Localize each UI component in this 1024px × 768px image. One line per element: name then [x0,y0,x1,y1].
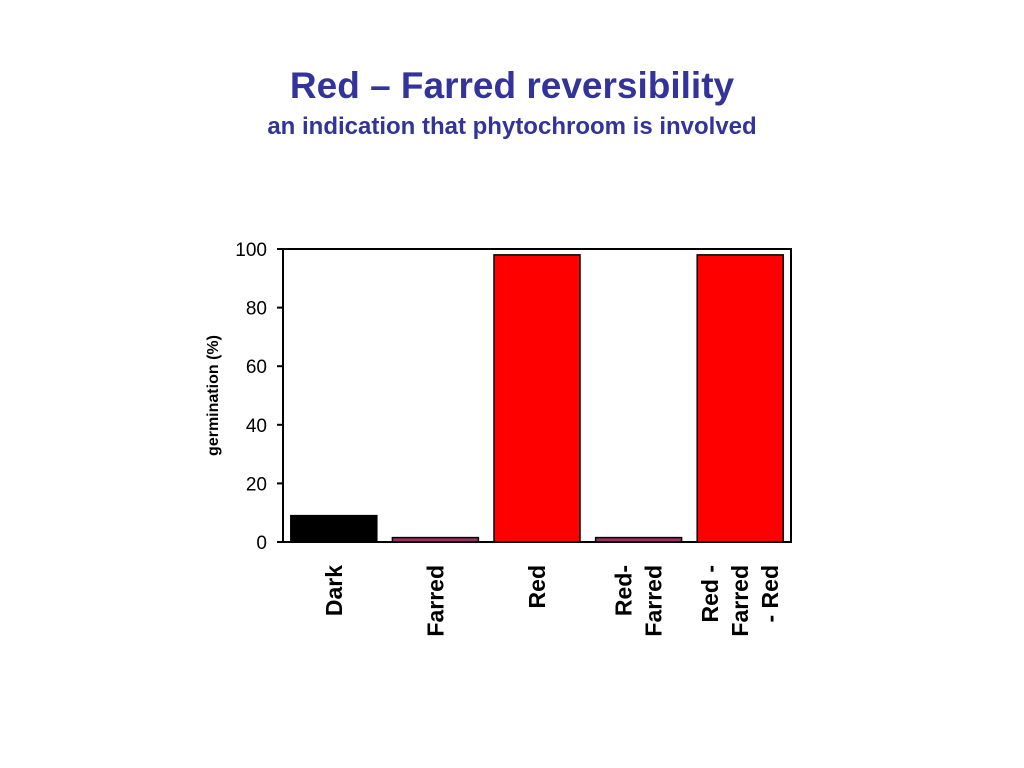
bar-red-farred [594,536,683,543]
x-category-label-line: Farred [727,565,753,637]
slide-title: Red – Farred reversibility [289,65,735,106]
x-category-label: Red- Farred [611,565,667,637]
y-tick-label: 0 [256,533,267,554]
x-category-label: Red - Farred - Red [697,565,783,637]
x-category-label-line: Dark [321,565,347,616]
x-category-label: Red [524,565,550,608]
slide-subtitle: an indication that phytochroom is involv… [267,113,757,140]
y-tick-label: 100 [235,240,267,261]
bar-dark [290,514,378,543]
x-category-label-line: Red - [697,565,723,623]
y-tick-label: 20 [246,474,267,495]
x-category-label-line: Farred [641,565,667,637]
y-tick-label: 40 [246,416,267,437]
bar-red-farred-red [696,254,784,543]
x-category-label-line: Farred [422,565,448,637]
y-tick-label: 80 [246,299,267,320]
bar-farred [391,536,480,543]
x-category-label: Dark [321,565,347,616]
x-category-label-line: Red [524,565,550,608]
y-tick-label: 60 [246,357,267,378]
x-category-label: Farred [422,565,448,637]
bar-red [493,254,581,543]
y-axis-title: germination (%) [205,335,222,456]
x-category-label-line: Red- [611,565,637,616]
x-category-label-line: - Red [757,565,783,623]
